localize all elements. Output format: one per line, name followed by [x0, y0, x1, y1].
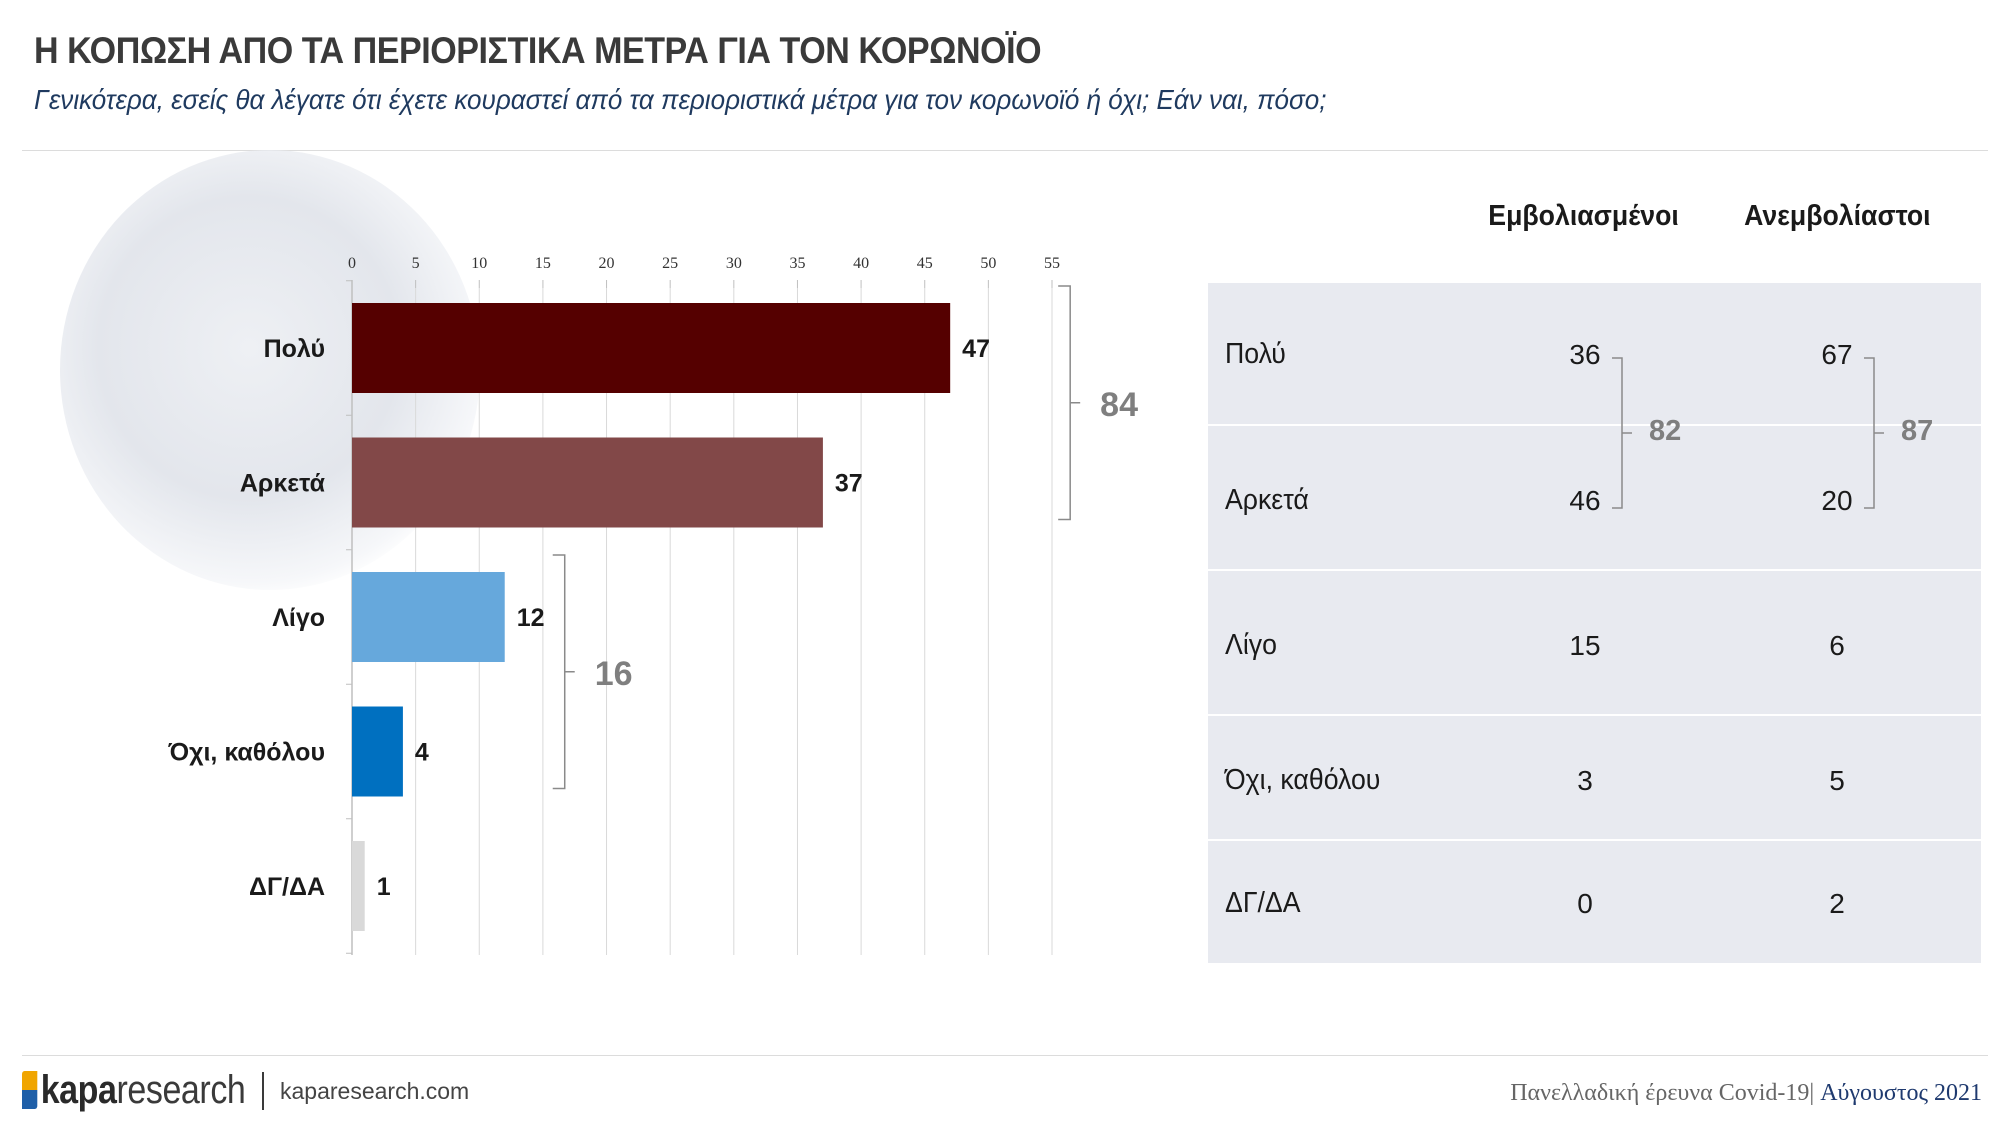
- x-tick-label: 40: [853, 255, 869, 272]
- x-tick-label: 20: [599, 255, 615, 272]
- x-tick-label: 55: [1044, 255, 1060, 272]
- table-row-label: Λίγο: [1225, 629, 1277, 661]
- survey-name: Πανελλαδική έρευνα Covid-19|: [1510, 1080, 1815, 1106]
- footer-url: kaparesearch.com: [280, 1078, 470, 1104]
- header-divider: [22, 150, 1988, 151]
- data-label: 4: [415, 739, 429, 767]
- bar: [352, 572, 505, 662]
- bar: [352, 437, 823, 528]
- table-cell-unvaccinated: 20: [1821, 485, 1853, 516]
- bracket-sum-vaccinated: 82: [1649, 415, 1682, 447]
- table-brackets: [1612, 357, 1884, 509]
- table-row-label: Αρκετά: [1225, 484, 1309, 516]
- column-header-unvaccinated: Ανεμβολίαστοι: [1744, 200, 1931, 232]
- data-label: 47: [962, 335, 990, 363]
- x-tick-label: 35: [789, 255, 805, 272]
- table-cell-unvaccinated: 2: [1829, 888, 1845, 919]
- company-logo: kaparesearch: [22, 1068, 246, 1113]
- bar: [352, 841, 365, 931]
- category-label: Λίγο: [272, 604, 325, 632]
- bracket-vaccinated: [1612, 357, 1632, 509]
- table-cell-unvaccinated: 6: [1829, 630, 1845, 661]
- category-label: Όχι, καθόλου: [167, 739, 325, 767]
- page-subtitle: Γενικότερα, εσείς θα λέγατε ότι έχετε κο…: [34, 84, 1327, 115]
- data-label: 12: [517, 604, 545, 632]
- bar: [352, 303, 951, 393]
- table-row-label: Πολύ: [1225, 338, 1286, 370]
- bracket-sum-label: 84: [1100, 386, 1138, 424]
- bar: [352, 706, 403, 797]
- x-tick-label: 0: [348, 255, 356, 272]
- footer-divider: [22, 1055, 1988, 1056]
- logo-icon: [22, 1071, 38, 1109]
- x-tick-label: 45: [917, 255, 933, 272]
- row-divider: [1208, 424, 1981, 426]
- survey-date: Αύγουστος 2021: [1820, 1080, 1982, 1106]
- bracket-sum-label: 16: [595, 655, 633, 693]
- bracket: [552, 554, 575, 790]
- data-label: 37: [835, 470, 863, 498]
- table-cell-unvaccinated: 5: [1829, 765, 1845, 796]
- table-row-label: Όχι, καθόλου: [1225, 764, 1381, 796]
- table-cell-vaccinated: 3: [1577, 765, 1593, 796]
- row-divider: [1208, 569, 1981, 571]
- footer-separator: [262, 1072, 264, 1110]
- table-cell-vaccinated: 36: [1569, 339, 1601, 370]
- x-tick-label: 10: [471, 255, 487, 272]
- data-label: 1: [377, 873, 391, 901]
- category-label: Αρκετά: [240, 470, 326, 498]
- bracket-unvaccinated: [1864, 357, 1884, 509]
- footer-survey-info: Πανελλαδική έρευνα Covid-19| Αύγουστος 2…: [1510, 1080, 1982, 1107]
- table-cell-unvaccinated: 67: [1821, 339, 1853, 370]
- row-divider: [1208, 714, 1981, 716]
- comparison-table: [1208, 283, 1981, 963]
- table-row-label: ΔΓ/ΔΑ: [1225, 887, 1301, 919]
- x-tick-label: 25: [662, 255, 678, 272]
- x-tick-label: 15: [535, 255, 551, 272]
- bracket: [1058, 285, 1081, 521]
- x-tick-label: 50: [980, 255, 996, 272]
- category-label: ΔΓ/ΔΑ: [249, 873, 325, 901]
- row-divider: [1208, 839, 1981, 841]
- table-cell-vaccinated: 46: [1569, 485, 1601, 516]
- bar-chart: 0 5 10 15 20 25 30 35 40 45 50 55 Πολύ 47 Αρκετά 37 Λίγο…: [167, 255, 1138, 955]
- page-title: Η ΚΟΠΩΣΗ ΑΠΟ ΤΑ ΠΕΡΙΟΡΙΣΤΙΚΑ ΜΕΤΡΑ ΓΙΑ Τ…: [34, 30, 1042, 71]
- table-cell-vaccinated: 15: [1569, 630, 1601, 661]
- column-header-vaccinated: Εμβολιασμένοι: [1488, 200, 1679, 232]
- bracket-sum-unvaccinated: 87: [1901, 415, 1934, 447]
- category-label: Πολύ: [264, 335, 325, 363]
- x-tick-label: 30: [726, 255, 742, 272]
- x-tick-label: 5: [412, 255, 420, 272]
- table-cell-vaccinated: 0: [1577, 888, 1593, 919]
